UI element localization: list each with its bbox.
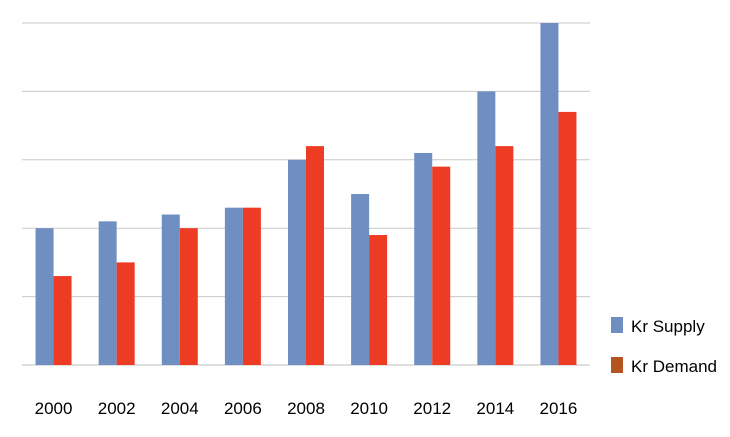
bar-kr-demand-2002	[116, 262, 135, 365]
x-axis-tick-labels: 2000 2002 2004 2006 2008 2010 2012 2014 2016	[35, 399, 578, 418]
bar-kr-demand-2004	[179, 228, 198, 365]
legend-swatch-kr-supply	[611, 317, 623, 333]
bar-kr-supply-2006	[224, 207, 243, 365]
bar-kr-supply-2002	[98, 221, 117, 365]
bar-kr-demand-2016	[558, 111, 577, 365]
bar-kr-demand-2000	[53, 276, 72, 365]
x-tick-label: 2012	[413, 399, 451, 418]
bar-kr-demand-2010	[369, 235, 388, 365]
x-tick-label: 2006	[224, 399, 262, 418]
x-tick-label: 2010	[350, 399, 388, 418]
bar-kr-supply-2016	[540, 23, 559, 365]
legend-swatch-kr-demand	[611, 357, 623, 373]
bar-kr-demand-2014	[495, 146, 514, 365]
bar-kr-demand-2008	[306, 146, 324, 365]
legend-label-kr-supply: Kr Supply	[631, 317, 705, 336]
x-tick-label: 2008	[287, 399, 325, 418]
x-tick-label: 2014	[476, 399, 514, 418]
x-tick-label: 2004	[161, 399, 199, 418]
bar-kr-supply-2014	[477, 91, 496, 366]
bar-kr-supply-2010	[351, 194, 370, 365]
legend: Kr Supply Kr Demand	[611, 317, 717, 376]
bar-kr-demand-2006	[242, 207, 261, 365]
bar-kr-demand-2012	[432, 166, 451, 365]
bar-kr-supply-2008	[288, 159, 306, 365]
x-tick-label: 2000	[35, 399, 73, 418]
bar-kr-supply-2012	[414, 152, 433, 365]
legend-label-kr-demand: Kr Demand	[631, 357, 717, 376]
bar-kr-supply-2004	[161, 214, 180, 365]
x-tick-label: 2002	[98, 399, 136, 418]
x-tick-label: 2016	[540, 399, 578, 418]
bars	[35, 23, 577, 366]
bar-kr-supply-2000	[35, 228, 54, 365]
